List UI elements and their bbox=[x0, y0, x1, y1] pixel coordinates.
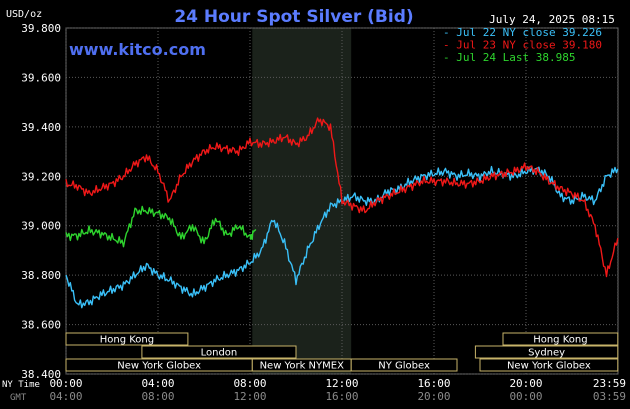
y-tick-label: 38.400 bbox=[21, 368, 61, 381]
chart-title: 24 Hour Spot Silver (Bid) bbox=[174, 7, 413, 27]
session-label: Hong Kong bbox=[100, 335, 154, 346]
session-highlight bbox=[252, 28, 352, 374]
session-bar bbox=[141, 345, 297, 359]
x-tick-label-gmt: 08:00 bbox=[141, 390, 174, 403]
y-tick-label: 38.600 bbox=[21, 319, 61, 332]
series-line-2 bbox=[65, 117, 619, 278]
kitco-watermark: www.kitco.com bbox=[69, 40, 206, 59]
x-axis-gmt-label: GMT bbox=[10, 393, 27, 403]
session-bar bbox=[350, 358, 458, 372]
session-label: London bbox=[201, 348, 238, 359]
y-tick-label: 38.800 bbox=[21, 269, 61, 282]
x-tick-label-gmt: 20:00 bbox=[417, 390, 450, 403]
chart-datetime: July 24, 2025 08:15 bbox=[489, 13, 615, 26]
x-tick-label-gmt: 04:00 bbox=[49, 390, 82, 403]
x-tick-label-ny: 04:00 bbox=[141, 377, 174, 390]
series-line-3 bbox=[65, 205, 257, 248]
session-bar bbox=[474, 345, 619, 359]
x-axis-ny-label: NY Time bbox=[2, 380, 40, 390]
y-axis-unit: USD/oz bbox=[6, 9, 42, 20]
y-tick-label: 39.400 bbox=[21, 121, 61, 134]
x-tick-label-ny: 00:00 bbox=[49, 377, 82, 390]
session-bar bbox=[65, 332, 189, 346]
legend-entry: - Jul 24 Last 38.985 bbox=[443, 51, 575, 64]
session-label: New York Globex bbox=[117, 361, 201, 372]
session-label: New York Globex bbox=[507, 361, 591, 372]
y-tick-label: 39.600 bbox=[21, 71, 61, 84]
x-tick-label-ny: 12:00 bbox=[325, 377, 358, 390]
session-bar bbox=[502, 332, 619, 346]
session-label: Sydney bbox=[528, 348, 565, 359]
x-tick-label-ny: 08:00 bbox=[233, 377, 266, 390]
session-label: NY Globex bbox=[378, 361, 430, 372]
x-tick-label-gmt: 03:59 bbox=[593, 390, 626, 403]
x-tick-label-ny: 23:59 bbox=[593, 377, 626, 390]
legend-entry: - Jul 22 NY close 39.226 bbox=[443, 26, 602, 39]
y-tick-label: 39.800 bbox=[21, 22, 61, 35]
legend-entry: - Jul 23 NY close 39.180 bbox=[443, 39, 602, 52]
x-tick-label-ny: 20:00 bbox=[509, 377, 542, 390]
x-tick-label-gmt: 16:00 bbox=[325, 390, 358, 403]
y-tick-label: 39.200 bbox=[21, 170, 61, 183]
y-tick-label: 39.000 bbox=[21, 220, 61, 233]
session-label: New York NYMEX bbox=[260, 361, 345, 372]
x-tick-label-ny: 16:00 bbox=[417, 377, 450, 390]
x-tick-label-gmt: 12:00 bbox=[233, 390, 266, 403]
session-bar bbox=[479, 358, 619, 372]
session-label: Hong Kong bbox=[533, 335, 587, 346]
x-tick-label-gmt: 00:00 bbox=[509, 390, 542, 403]
